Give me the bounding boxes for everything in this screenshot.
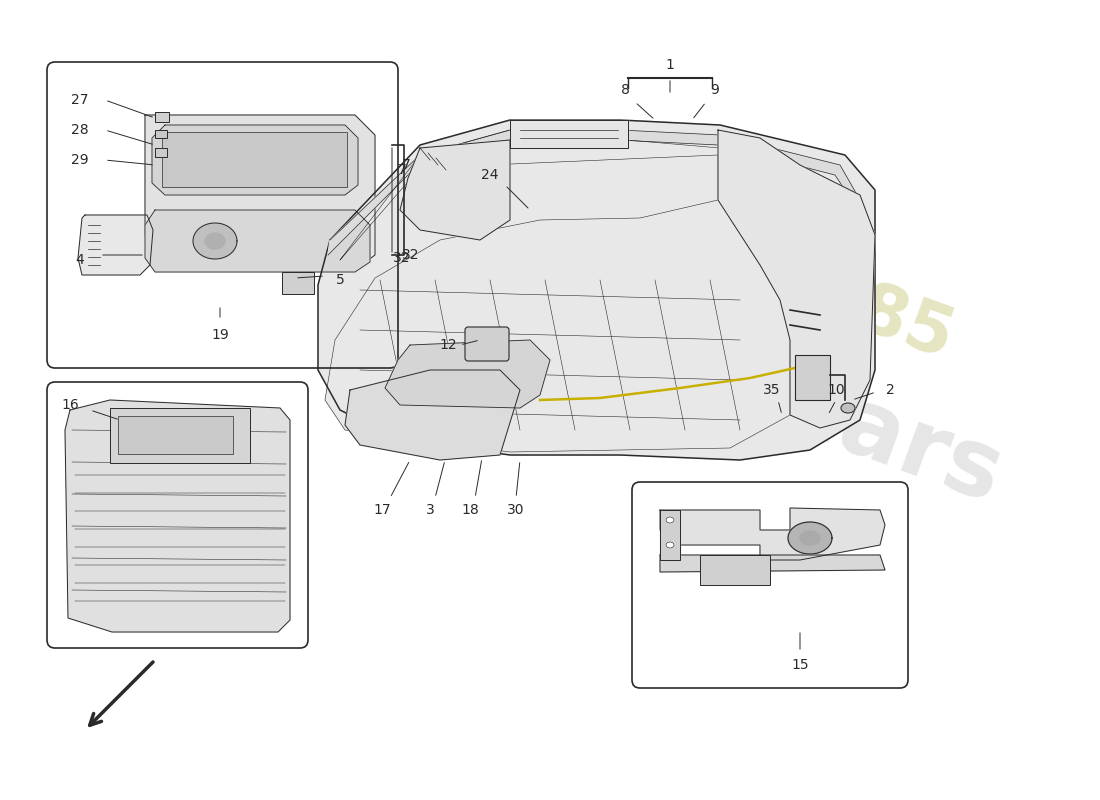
Text: 18: 18 bbox=[461, 503, 478, 517]
FancyBboxPatch shape bbox=[465, 327, 509, 361]
Polygon shape bbox=[660, 508, 886, 560]
Text: 29: 29 bbox=[72, 153, 89, 167]
Text: 16: 16 bbox=[62, 398, 79, 412]
Text: 10: 10 bbox=[827, 383, 845, 397]
Polygon shape bbox=[510, 120, 628, 148]
Text: 27: 27 bbox=[72, 93, 89, 107]
Polygon shape bbox=[788, 522, 832, 554]
Text: eurocars: eurocars bbox=[546, 277, 1014, 523]
Polygon shape bbox=[318, 120, 874, 460]
FancyBboxPatch shape bbox=[162, 132, 348, 187]
Polygon shape bbox=[718, 130, 875, 428]
Polygon shape bbox=[385, 340, 550, 408]
FancyBboxPatch shape bbox=[155, 130, 167, 138]
FancyBboxPatch shape bbox=[155, 112, 169, 122]
Text: 28: 28 bbox=[72, 123, 89, 137]
FancyBboxPatch shape bbox=[155, 148, 167, 158]
Polygon shape bbox=[660, 510, 680, 560]
Text: 8: 8 bbox=[620, 83, 629, 97]
FancyBboxPatch shape bbox=[794, 354, 830, 400]
Ellipse shape bbox=[842, 403, 855, 413]
Polygon shape bbox=[152, 125, 358, 195]
FancyBboxPatch shape bbox=[700, 554, 770, 586]
Text: 7: 7 bbox=[397, 163, 406, 177]
Text: 15: 15 bbox=[791, 658, 808, 672]
Text: 12: 12 bbox=[439, 338, 456, 352]
Text: 1985: 1985 bbox=[758, 246, 962, 374]
Polygon shape bbox=[660, 555, 886, 572]
Ellipse shape bbox=[666, 542, 674, 548]
Text: a passion for parts since 1985: a passion for parts since 1985 bbox=[428, 230, 712, 350]
FancyBboxPatch shape bbox=[118, 416, 233, 454]
Polygon shape bbox=[192, 223, 236, 259]
Polygon shape bbox=[205, 233, 225, 249]
Polygon shape bbox=[65, 400, 290, 632]
Text: 30: 30 bbox=[507, 503, 525, 517]
Polygon shape bbox=[800, 531, 820, 545]
Text: 32: 32 bbox=[402, 248, 419, 262]
Polygon shape bbox=[400, 140, 510, 240]
Text: 2: 2 bbox=[886, 383, 894, 397]
Polygon shape bbox=[145, 115, 375, 270]
Text: 9: 9 bbox=[711, 83, 719, 97]
FancyBboxPatch shape bbox=[282, 272, 315, 294]
Text: 35: 35 bbox=[763, 383, 781, 397]
Text: 3: 3 bbox=[426, 503, 434, 517]
Polygon shape bbox=[328, 130, 860, 255]
Polygon shape bbox=[145, 210, 370, 272]
Text: 4: 4 bbox=[76, 253, 85, 267]
FancyBboxPatch shape bbox=[110, 408, 251, 463]
Text: 24: 24 bbox=[482, 168, 498, 182]
Polygon shape bbox=[324, 130, 790, 452]
Polygon shape bbox=[78, 215, 153, 275]
Text: 5: 5 bbox=[336, 273, 344, 287]
Polygon shape bbox=[345, 370, 520, 460]
Text: 17: 17 bbox=[373, 503, 390, 517]
Text: 7: 7 bbox=[402, 158, 410, 172]
Text: 1: 1 bbox=[666, 58, 674, 72]
Ellipse shape bbox=[666, 517, 674, 523]
Text: 19: 19 bbox=[211, 328, 229, 342]
Text: 32: 32 bbox=[394, 251, 410, 265]
